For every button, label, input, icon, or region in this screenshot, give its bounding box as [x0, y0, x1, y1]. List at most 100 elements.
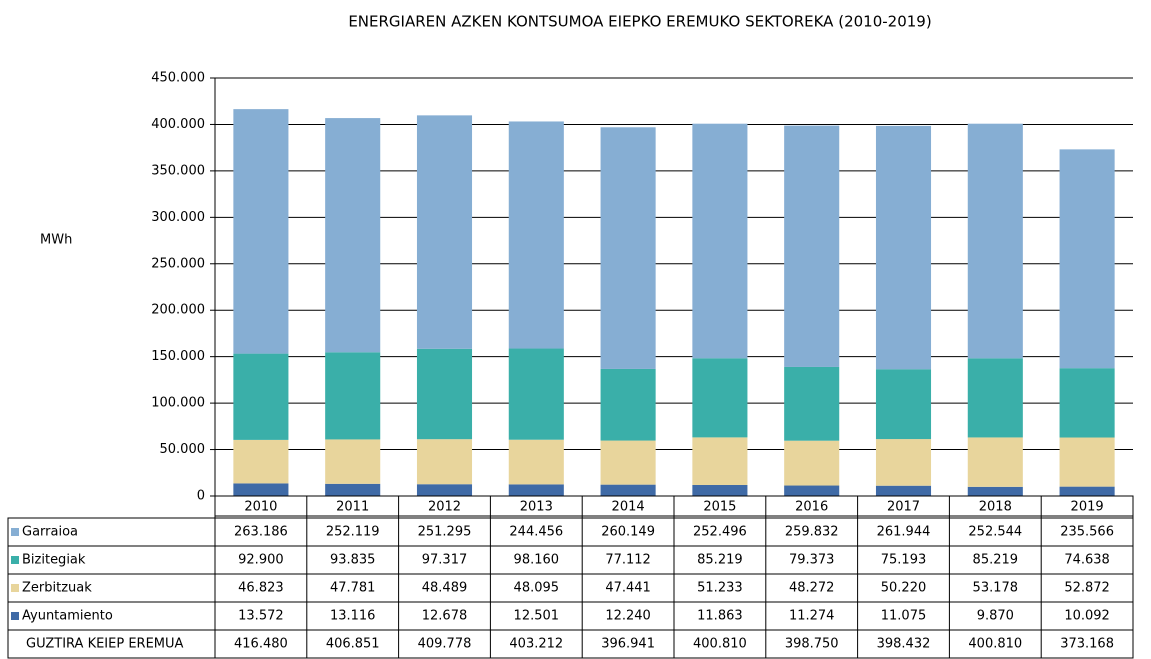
bar-segment	[692, 484, 748, 496]
table-cell: 92.900	[238, 553, 284, 568]
table-cell: 11.075	[881, 609, 927, 624]
table-cell: 13.572	[238, 609, 284, 624]
y-tick-label: 300.000	[151, 210, 205, 225]
table-cell: 416.480	[234, 637, 288, 652]
table-cell: 398.750	[785, 637, 839, 652]
y-tick-label: 50.000	[160, 442, 206, 457]
legend-swatch	[11, 528, 19, 536]
y-tick-label: 350.000	[151, 163, 205, 178]
bar-segment	[233, 483, 289, 496]
table-cell: 252.544	[968, 525, 1022, 540]
bar-segment	[416, 115, 473, 349]
bar-segment	[325, 483, 381, 496]
table-cell: 403.212	[509, 637, 563, 652]
table-cell: 85.219	[697, 553, 743, 568]
bar-segment	[508, 348, 564, 440]
table-cell: 261.944	[877, 525, 931, 540]
table-cell: 9.870	[977, 609, 1014, 624]
legend-swatch	[11, 584, 19, 592]
bar-segment	[325, 439, 381, 484]
y-tick-label: 250.000	[151, 256, 205, 271]
table-cell: 48.272	[789, 581, 835, 596]
table-cell: 251.295	[418, 525, 472, 540]
table-cell: 252.496	[693, 525, 747, 540]
legend-label: Bizitegiak	[22, 553, 86, 568]
bar-segment	[600, 484, 656, 496]
x-tick-label: 2018	[979, 500, 1012, 515]
table-cell: 47.441	[605, 581, 651, 596]
table-cell: 409.778	[418, 637, 472, 652]
bar-segment	[325, 118, 381, 353]
legend-label: Ayuntamiento	[22, 609, 113, 624]
y-tick-label: 150.000	[151, 349, 205, 364]
bar-segment	[416, 484, 473, 496]
bar-segment	[967, 437, 1023, 487]
bar-segment	[967, 358, 1023, 438]
table-row-box	[7, 573, 1134, 603]
y-tick-label: 400.000	[151, 117, 205, 132]
table-cell: 12.501	[514, 609, 560, 624]
x-tick-label: 2012	[428, 500, 461, 515]
bar-segment	[784, 485, 840, 496]
table-cell: 75.193	[881, 553, 927, 568]
table-cell: 263.186	[234, 525, 288, 540]
x-tick-label: 2017	[887, 500, 920, 515]
x-tick-label: 2014	[612, 500, 645, 515]
table-cell: 93.835	[330, 553, 376, 568]
x-tick-label: 2010	[244, 500, 277, 515]
bar-segment	[875, 369, 932, 440]
bar-segment	[784, 125, 840, 367]
bar-segment	[325, 352, 381, 440]
bar-segment	[1059, 368, 1115, 438]
table-cell: 406.851	[326, 637, 380, 652]
bar-segment	[600, 127, 656, 369]
table-cell: 400.810	[693, 637, 747, 652]
table-cell: 10.092	[1064, 609, 1110, 624]
x-tick-label: 2016	[795, 500, 828, 515]
table-cell: 85.219	[973, 553, 1019, 568]
table-cell: 235.566	[1060, 525, 1114, 540]
x-tick-label: 2011	[336, 500, 369, 515]
bar-segment	[875, 485, 932, 496]
bar-segment	[692, 437, 748, 485]
y-tick-label: 450.000	[151, 71, 205, 86]
table-cell: 260.149	[601, 525, 655, 540]
table-cell: 50.220	[881, 581, 927, 596]
table-row-box	[7, 601, 1134, 631]
table-cell: 12.678	[422, 609, 468, 624]
table-cell: 52.872	[1064, 581, 1110, 596]
x-tick-label: 2019	[1071, 500, 1104, 515]
bar-segment	[692, 358, 748, 438]
table-cell: 252.119	[326, 525, 380, 540]
bar-segment	[508, 121, 564, 349]
table-cell: 396.941	[601, 637, 655, 652]
table-cell: 48.095	[514, 581, 560, 596]
bar-segment	[967, 123, 1023, 359]
bar-segment	[1059, 437, 1115, 487]
table-cell: 11.274	[789, 609, 835, 624]
table-cell: 97.317	[422, 553, 468, 568]
table-cell: 11.863	[697, 609, 743, 624]
bar-segment	[416, 348, 473, 440]
row-label: GUZTIRA KEIEP EREMUA	[26, 637, 184, 652]
bar-segment	[233, 353, 289, 440]
legend-label: Zerbitzuak	[22, 581, 92, 596]
bar-segment	[692, 123, 748, 359]
y-axis-label: MWh	[40, 233, 72, 248]
table-cell: 47.781	[330, 581, 376, 596]
legend-swatch	[11, 556, 19, 564]
bar-segment	[233, 109, 289, 354]
table-cell: 13.116	[330, 609, 376, 624]
table-cell: 79.373	[789, 553, 835, 568]
bar-segment	[508, 439, 564, 485]
bar-segment	[967, 486, 1023, 496]
table-cell: 244.456	[509, 525, 563, 540]
table-cell: 12.240	[605, 609, 651, 624]
table-cell: 46.823	[238, 581, 284, 596]
y-tick-label: 0	[197, 489, 205, 504]
bar-segment	[784, 440, 840, 486]
table-cell: 53.178	[973, 581, 1019, 596]
table-cell: 77.112	[605, 553, 651, 568]
table-row-box	[7, 517, 1134, 547]
table-cell: 259.832	[785, 525, 839, 540]
